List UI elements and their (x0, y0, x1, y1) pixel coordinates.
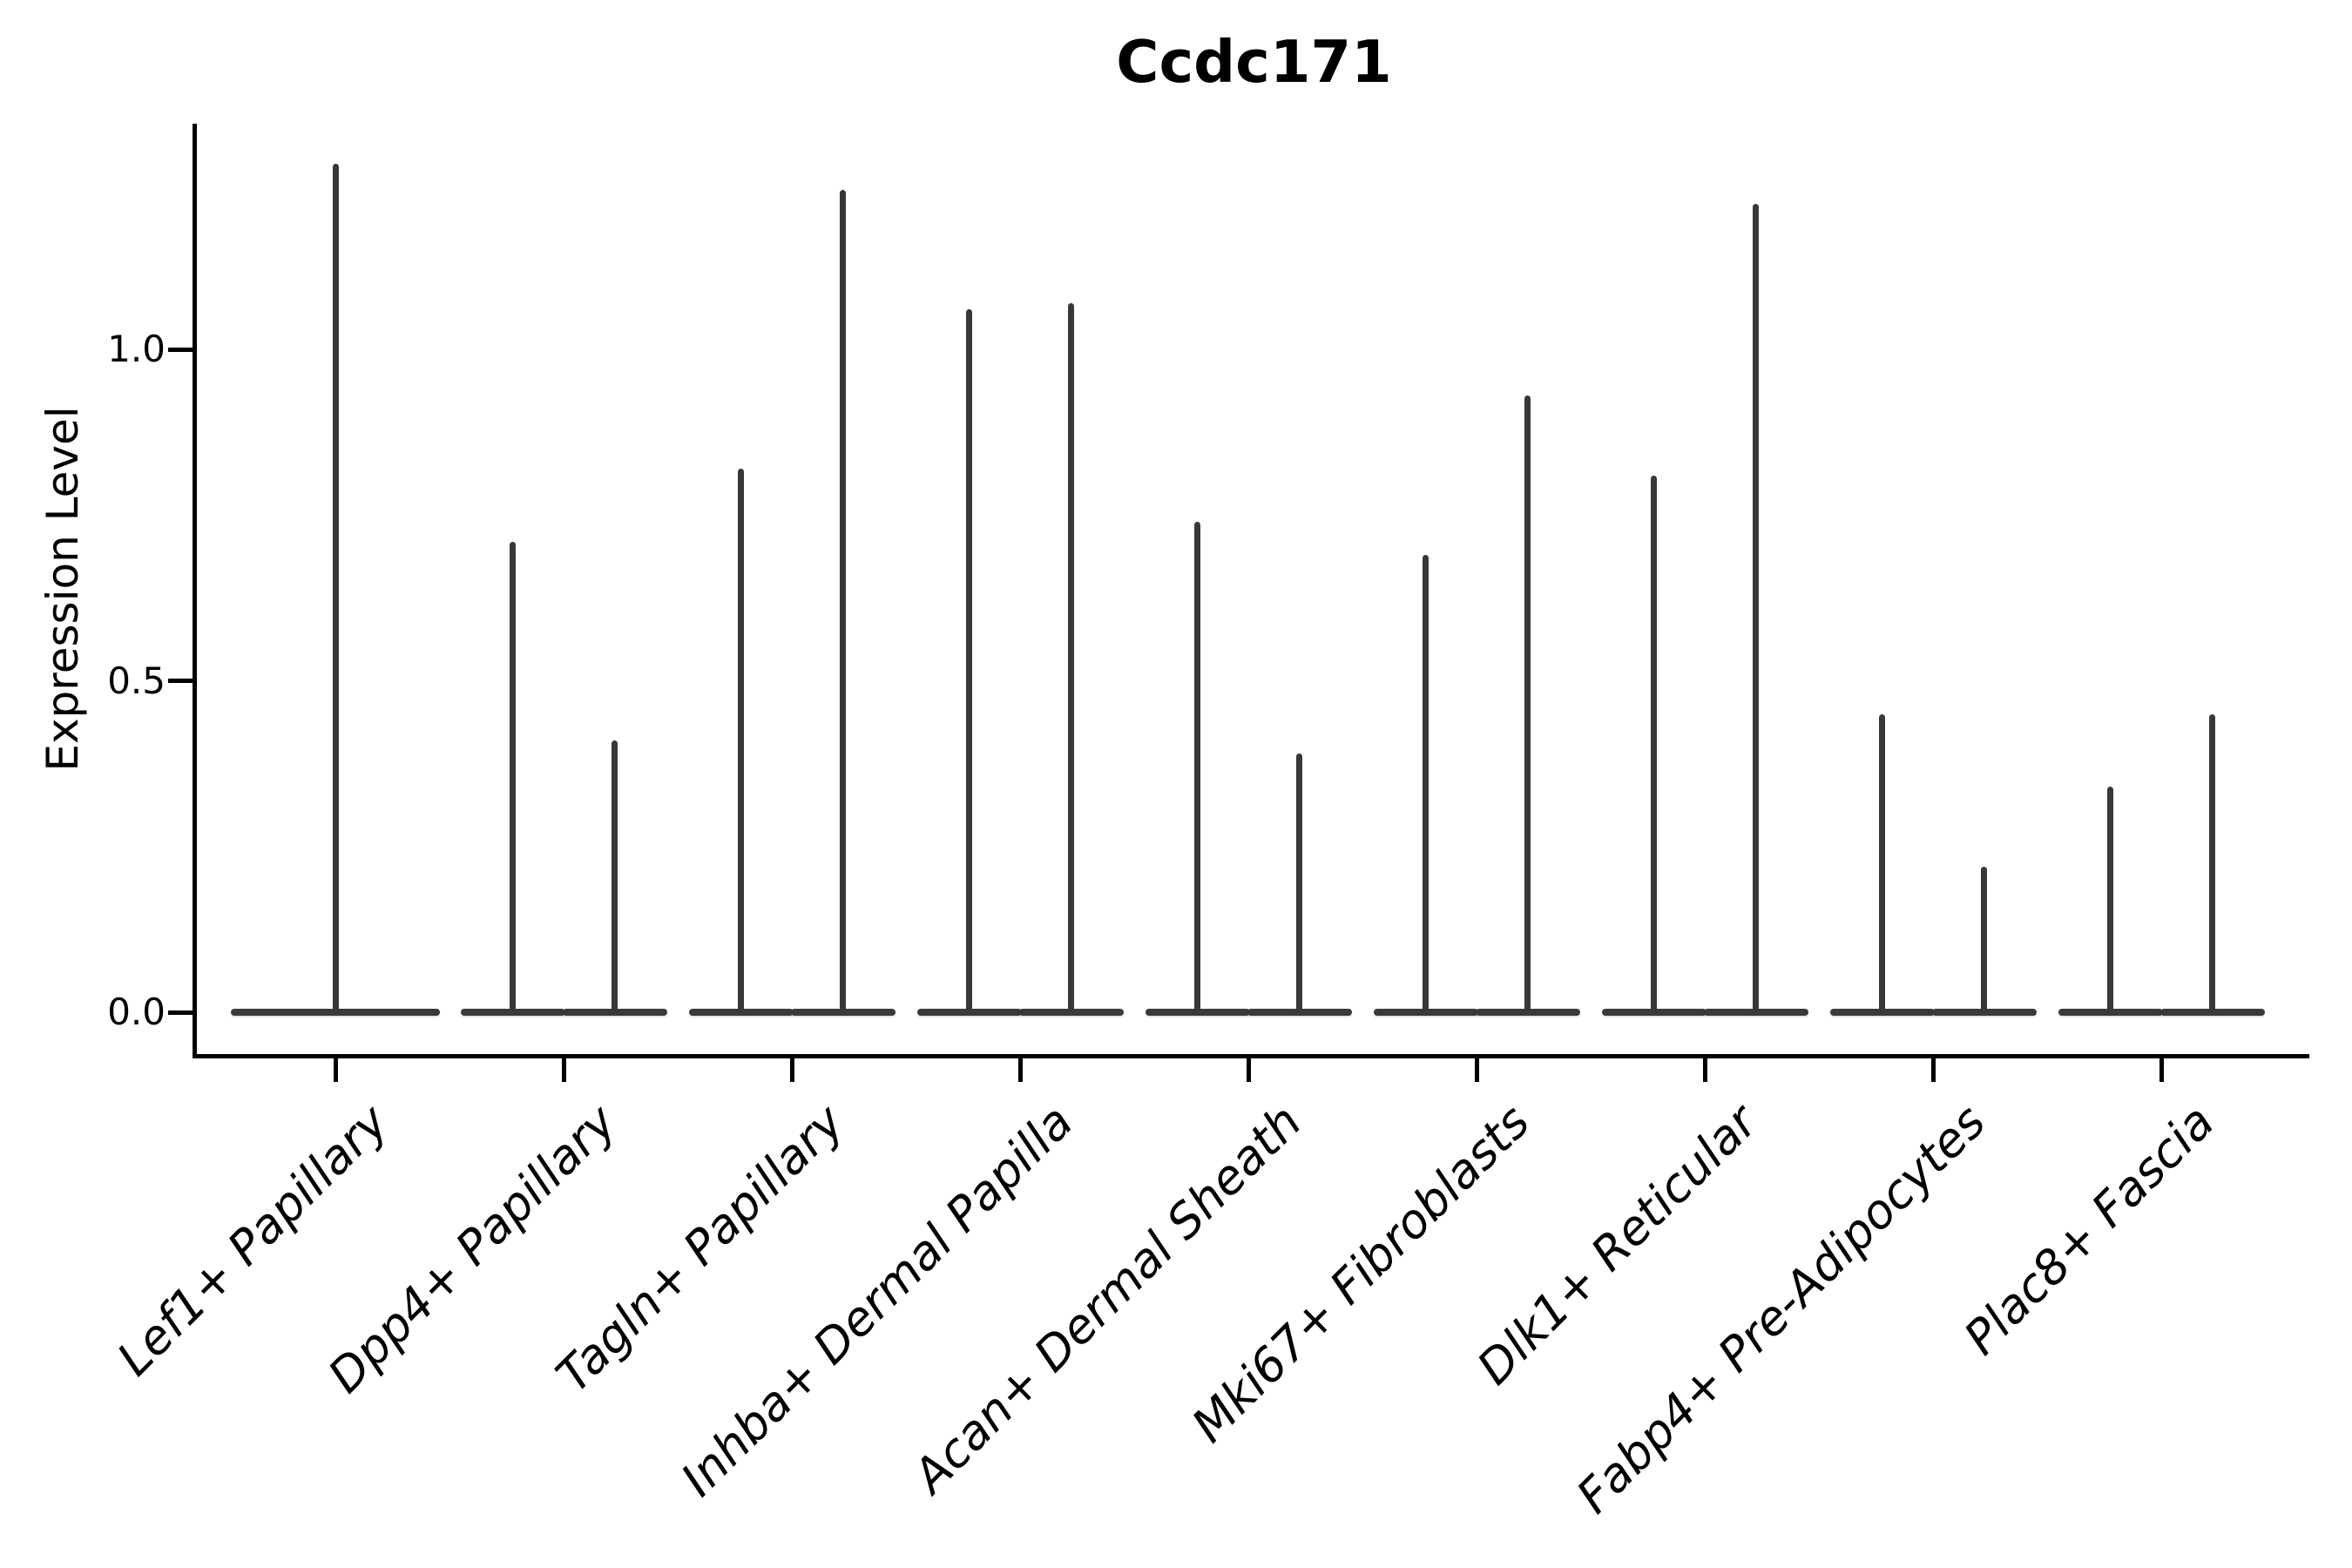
violin-spike (1651, 475, 1657, 1012)
violin-base (1829, 1009, 1935, 1016)
violin-base (1247, 1009, 1352, 1016)
violin-spike (612, 740, 618, 1012)
violin-spike (1753, 203, 1759, 1012)
violin-spike (738, 468, 744, 1012)
y-tick-mark (168, 679, 193, 683)
violin-spike (1524, 395, 1531, 1012)
violin-base (2159, 1009, 2265, 1016)
violin-base (2058, 1009, 2163, 1016)
x-axis-spine (193, 1054, 2309, 1058)
violin-base (1145, 1009, 1250, 1016)
y-tick-label: 1.0 (107, 328, 166, 370)
y-tick-label: 0.5 (107, 659, 166, 702)
x-tick-mark (561, 1058, 566, 1082)
x-tick-mark (1474, 1058, 1479, 1082)
violin-base (562, 1009, 667, 1016)
violin-base (231, 1009, 440, 1016)
chart-title: Ccdc171 (1116, 28, 1392, 96)
violin-base (688, 1009, 794, 1016)
x-tick-label: Acan+ Dermal Sheath (902, 1094, 1312, 1504)
violin-base (1018, 1009, 1124, 1016)
x-tick-mark (1702, 1058, 1707, 1082)
y-tick-mark (168, 347, 193, 352)
violin-spike (2107, 787, 2113, 1012)
violin-spike (1068, 302, 1074, 1012)
x-tick-mark (1930, 1058, 1936, 1082)
violin-spike (966, 309, 972, 1012)
y-tick-mark (168, 1010, 193, 1015)
violin-spike (1296, 754, 1302, 1012)
violin-spike (332, 163, 339, 1012)
violin-base (1475, 1009, 1580, 1016)
y-axis-spine (193, 124, 197, 1058)
x-tick-mark (789, 1058, 794, 1082)
y-tick-label: 0.0 (107, 990, 166, 1033)
x-tick-mark (1246, 1058, 1251, 1082)
x-tick-mark (333, 1058, 338, 1082)
x-tick-mark (2159, 1058, 2164, 1082)
violin-base (460, 1009, 565, 1016)
violin-base (1703, 1009, 1808, 1016)
violin-spike (510, 541, 516, 1012)
violin-spike (1981, 866, 1987, 1012)
x-tick-mark (1017, 1058, 1023, 1082)
x-tick-label: Fabp4+ Pre-Adipocytes (1566, 1094, 1997, 1524)
violin-base (1931, 1009, 2037, 1016)
violin-spike (1423, 554, 1429, 1012)
violin-base (916, 1009, 1022, 1016)
x-tick-label: Inhba+ Dermal Papilla (670, 1094, 1084, 1507)
violin-base (1601, 1009, 1707, 1016)
violin-base (790, 1009, 896, 1016)
violin-spike (1879, 713, 1885, 1012)
violin-spike (2209, 713, 2215, 1012)
violin-spike (1194, 521, 1200, 1012)
violin-base (1373, 1009, 1478, 1016)
violin-spike (840, 190, 846, 1012)
